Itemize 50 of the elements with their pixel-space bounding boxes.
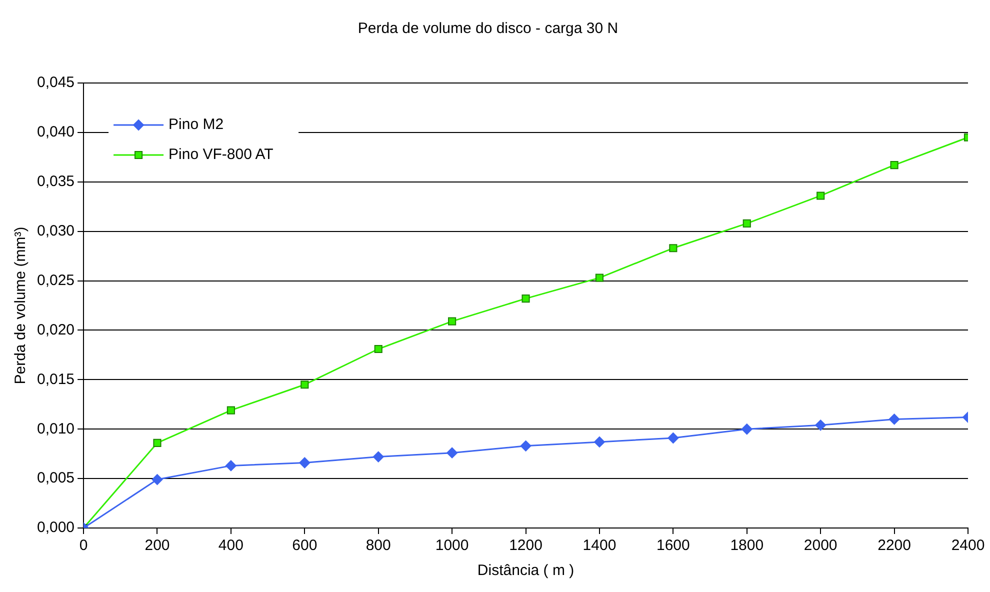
point — [448, 317, 456, 326]
y-tick-label: 0,005 — [36, 470, 75, 487]
point — [742, 219, 751, 228]
y-tick-label: 0,025 — [36, 272, 75, 289]
chart-title: Perda de volume do disco - carga 30 N — [358, 20, 618, 38]
x-tick-label: 1000 — [435, 537, 469, 554]
x-axis-title: Distância ( m ) — [477, 562, 574, 580]
x-tick-label: 1200 — [509, 537, 542, 554]
point — [595, 274, 604, 282]
point — [741, 424, 752, 435]
point — [890, 161, 898, 170]
point — [522, 294, 530, 303]
legend-label: Pino VF-800 AT — [168, 146, 274, 164]
y-tick-label: 0,035 — [36, 173, 75, 190]
point — [816, 192, 825, 200]
x-tick-label: 0 — [79, 537, 88, 554]
point — [669, 244, 678, 252]
x-tick-label: 2400 — [951, 537, 985, 554]
point — [374, 344, 382, 354]
point — [152, 474, 163, 486]
x-tick-label: 2000 — [804, 537, 838, 554]
y-axis-title: Perda de volume (mm³) — [12, 226, 30, 384]
y-tick-label: 0,000 — [36, 519, 75, 536]
y-tick-label: 0,020 — [36, 321, 75, 338]
y-tick-label: 0,040 — [36, 124, 75, 141]
point — [815, 420, 826, 431]
x-tick-label: 1800 — [730, 537, 764, 554]
x-tick-label: 200 — [144, 537, 170, 554]
point — [888, 414, 900, 425]
point — [300, 380, 309, 389]
x-tick-label: 1600 — [656, 537, 690, 554]
point — [225, 460, 236, 472]
x-tick-label: 800 — [366, 537, 391, 554]
x-tick-label: 1400 — [582, 537, 616, 554]
point — [446, 447, 458, 458]
x-tick-label: 600 — [292, 537, 318, 554]
x-tick-label: 2200 — [878, 537, 911, 554]
point — [594, 436, 605, 448]
y-tick-label: 0,030 — [36, 222, 75, 240]
point — [372, 451, 384, 462]
point — [520, 440, 532, 452]
x-tick-label: 400 — [218, 537, 244, 554]
point — [226, 406, 235, 414]
point — [668, 432, 679, 444]
point — [153, 438, 162, 447]
y-tick-label: 0,015 — [36, 370, 75, 388]
point — [299, 457, 310, 468]
legend-label: Pino M2 — [168, 116, 224, 134]
y-tick-label: 0,010 — [36, 420, 75, 438]
y-tick-label: 0,045 — [36, 74, 75, 92]
